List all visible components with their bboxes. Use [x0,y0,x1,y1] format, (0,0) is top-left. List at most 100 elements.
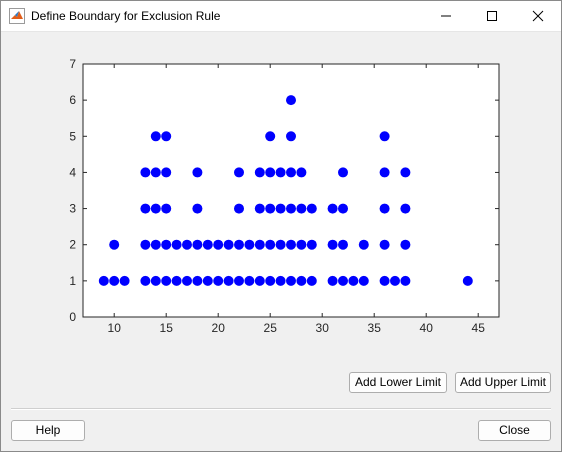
data-point [296,167,307,178]
data-point [275,203,286,214]
data-point [161,203,172,214]
data-point [400,203,411,214]
data-point [286,275,296,286]
data-point [254,275,265,286]
data-point [338,167,348,178]
close-icon [532,10,544,22]
data-point [213,275,224,286]
data-point [202,239,213,250]
data-point [182,239,192,250]
data-point [182,275,192,286]
data-point [171,275,182,286]
data-point [338,275,348,286]
data-point [161,239,172,250]
data-point [254,167,265,178]
data-point [234,239,244,250]
data-point [358,275,369,286]
data-point [265,167,276,178]
add-upper-limit-button[interactable]: Add Upper Limit [455,372,551,393]
y-tick-label: 3 [69,202,76,216]
minimize-button[interactable] [423,1,469,31]
y-tick-label: 0 [69,310,76,324]
data-point [234,167,244,178]
data-point [265,131,276,142]
data-point [400,275,411,286]
x-tick-label: 40 [420,321,434,335]
y-tick-label: 2 [69,238,76,252]
data-point [98,275,109,286]
data-point [244,275,255,286]
data-point [275,167,286,178]
data-point [306,239,317,250]
data-point [462,275,473,286]
data-point [140,203,151,214]
data-point [171,239,182,250]
data-point [150,203,161,214]
data-point [306,203,317,214]
plot-axes [82,63,500,318]
data-point [390,275,400,286]
data-point [275,239,286,250]
data-point [327,203,338,214]
y-tick-label: 4 [69,165,76,179]
data-point [296,203,307,214]
y-tick-label: 5 [69,129,76,143]
x-tick-label: 35 [368,321,382,335]
data-point [296,275,307,286]
data-point [161,275,172,286]
data-point [400,167,411,178]
data-point [192,167,203,178]
data-point [265,239,276,250]
data-point [119,275,130,286]
close-window-button[interactable] [515,1,561,31]
title-bar[interactable]: Define Boundary for Exclusion Rule [1,1,561,32]
data-point [254,239,265,250]
data-point [192,275,203,286]
data-point [223,239,234,250]
separator [11,408,551,410]
data-point [150,275,161,286]
data-point [202,275,213,286]
close-button[interactable]: Close [478,420,551,441]
data-point [161,131,172,142]
x-tick-label: 25 [264,321,278,335]
minimize-icon [441,15,451,17]
data-point [306,275,317,286]
x-tick-label: 30 [316,321,330,335]
data-point [192,239,203,250]
x-tick-label: 15 [160,321,174,335]
data-point [109,239,120,250]
data-point [150,239,161,250]
y-tick-label: 7 [69,57,76,71]
data-point [286,203,296,214]
data-point [275,275,286,286]
data-point [286,167,296,178]
data-point [296,239,307,250]
data-point [338,239,348,250]
data-point [161,167,172,178]
data-point [140,239,151,250]
help-button[interactable]: Help [11,420,85,441]
data-point [286,131,296,142]
maximize-icon [487,11,497,21]
data-point [400,239,411,250]
add-lower-limit-button[interactable]: Add Lower Limit [349,372,447,393]
data-point [140,275,151,286]
x-tick-label: 10 [108,321,122,335]
data-point [379,131,390,142]
maximize-button[interactable] [469,1,515,31]
data-point [109,275,120,286]
data-point [379,275,390,286]
data-point [265,275,276,286]
data-point [379,203,390,214]
data-point [327,275,338,286]
data-point [150,167,161,178]
data-point [379,239,390,250]
data-point [348,275,359,286]
data-point [213,239,224,250]
data-points [98,95,473,286]
data-point [150,131,161,142]
y-tick-label: 1 [69,274,76,288]
